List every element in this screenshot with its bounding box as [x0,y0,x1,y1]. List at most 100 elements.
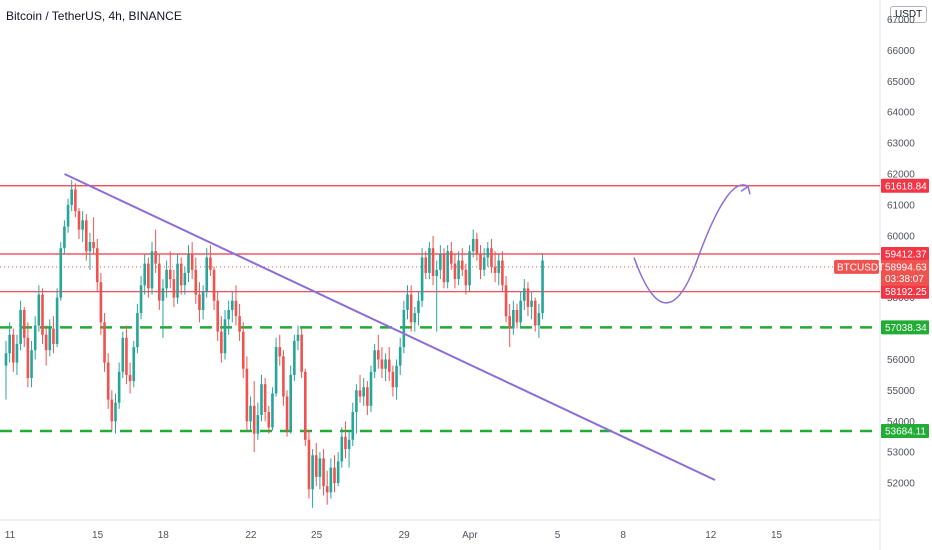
candle-body [490,248,493,267]
candle-body [147,263,150,289]
candle-body [533,300,537,326]
candle-body [44,334,48,351]
candle-body [12,334,15,363]
candle-body [201,291,205,310]
candle-body [128,374,132,382]
candle-body [74,189,77,212]
time-tick-label: 15 [92,530,104,541]
candle-body [362,387,365,397]
candle-body [504,285,508,317]
candle-body [344,436,347,450]
candle-body [493,266,497,273]
level-price-tag [881,284,929,299]
candle-body [530,300,533,307]
price-tick-label: 53000 [887,448,915,459]
candle-body [81,220,84,230]
candle-body [300,334,303,372]
candle-body [325,486,329,493]
candle-body [26,337,30,378]
candle-body [179,263,183,286]
candle-body [406,294,409,310]
candle-body [231,300,234,310]
candle-body [278,347,282,357]
candle-body [99,282,103,323]
level-price-tag [881,246,929,261]
symbol-tag [834,259,879,274]
candle-body [519,300,522,323]
candle-body [387,359,391,372]
time-tick-label: 11 [5,530,16,541]
candle-body [154,251,157,264]
candle-body [168,269,172,280]
level-price-tag-label: 59412.37 [885,249,927,260]
candle-body [103,322,106,363]
candle-body [234,300,238,317]
candle-body [150,251,154,289]
time-axis: 11 15 18 22 25 29 Apr 5 8 12 15 [5,530,783,541]
candle-body [497,260,501,273]
candle-body [132,347,136,382]
candle-body [439,254,442,270]
candle-body [526,288,530,307]
candle-body [471,238,475,252]
countdown-label: 03:38:07 [885,274,924,285]
candle-body [194,269,198,295]
candle-body [311,455,314,490]
candle-body [205,257,209,292]
time-tick-label: 22 [245,530,257,541]
candle-body [256,415,260,434]
candle-body [523,288,526,301]
candle-body [318,458,322,477]
candle-body [479,254,482,270]
candle-body [355,390,358,412]
candle-body [4,353,8,366]
price-tick-label: 65000 [887,77,915,88]
level-price-tag-label: 57038.34 [885,323,927,334]
candle-body [70,189,73,205]
candle-body [33,325,37,351]
candle-body [66,204,70,227]
candlestick-series [4,180,544,508]
candle-body [293,340,296,375]
time-tick-label: Apr [462,530,478,541]
horizontal-levels [0,185,880,433]
candle-body [176,263,179,298]
candle-body [369,371,373,406]
level-price-tag [881,424,929,439]
candle-body [241,331,245,369]
chart-title: Bitcoin / TetherUS, 4h, BINANCE [6,9,182,23]
candle-body [85,220,88,252]
level-price-tag-label: 58192.25 [885,287,927,298]
candle-body [442,254,446,283]
candle-body [333,467,336,484]
candle-body [92,242,95,249]
price-tick-label: 52000 [887,479,915,490]
candle-body [267,412,271,428]
last-price-tag [881,259,929,286]
candle-body [52,328,55,344]
candle-body [347,439,351,450]
candle-body [198,294,201,310]
candle-body [260,384,263,416]
level-price-tag [881,178,929,193]
candle-body [252,405,256,434]
price-tick-label: 60000 [887,231,915,242]
candle-body [172,279,176,298]
time-tick-label: 15 [771,530,783,541]
candle-body [307,439,311,490]
projection-curve [633,184,749,304]
candle-body [358,390,362,397]
candle-body [106,362,110,400]
candle-body [190,254,194,270]
candle-body [417,300,420,314]
candle-body [486,248,490,258]
price-tick-label: 66000 [887,46,915,57]
candle-body [464,269,468,286]
candle-body [402,310,406,348]
candle-body [395,365,398,388]
candle-body [271,393,274,428]
candle-body [125,337,128,375]
candle-body [22,310,26,338]
currency-selector[interactable]: USDT [890,6,928,23]
